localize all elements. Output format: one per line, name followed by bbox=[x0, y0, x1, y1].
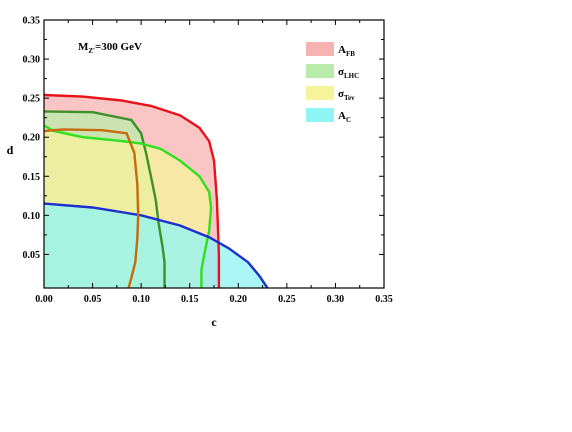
x-axis-label: c bbox=[211, 315, 217, 329]
x-tick-label: 0.20 bbox=[230, 294, 248, 305]
curve-sigma-lhc bbox=[43, 110, 166, 288]
y-tick-label: 0.05 bbox=[23, 250, 41, 261]
x-tick-label: 0.05 bbox=[84, 294, 102, 305]
annotation-rest: =300 GeV bbox=[95, 41, 142, 53]
legend: AFB σLHC σTev AC bbox=[306, 42, 359, 124]
y-tick-label: 0.10 bbox=[23, 211, 41, 222]
curve-a-fb bbox=[43, 93, 221, 288]
legend-swatch-sigma-lhc bbox=[306, 64, 334, 78]
curve-extra-0 bbox=[43, 128, 140, 289]
x-tick-label: 0.25 bbox=[278, 294, 296, 305]
y-axis-label: d bbox=[7, 143, 14, 157]
y-tick-label: 0.35 bbox=[23, 16, 41, 27]
y-tick-label: 0.15 bbox=[23, 172, 41, 183]
legend-label-sigma-tev: σTev bbox=[338, 88, 355, 102]
x-tick-label: 0.10 bbox=[132, 294, 150, 305]
x-tick-label: 0.35 bbox=[375, 294, 393, 305]
x-tick-label: 0.30 bbox=[327, 294, 345, 305]
ticks: 0.00 0.05 0.10 0.15 0.20 0.25 0.30 0.35 0.05 0.10… bbox=[23, 16, 393, 306]
filled-regions bbox=[44, 95, 268, 289]
y-tick-label: 0.30 bbox=[23, 55, 41, 66]
boundary-curves bbox=[43, 93, 269, 289]
curve-sigma-tev bbox=[43, 124, 213, 288]
y-tick-label: 0.25 bbox=[23, 94, 41, 105]
legend-swatch-a-fb bbox=[306, 42, 334, 56]
legend-swatch-a-c bbox=[306, 108, 334, 122]
legend-label-sigma-lhc: σLHC bbox=[338, 66, 359, 80]
legend-swatch-sigma-tev bbox=[306, 86, 334, 100]
legend-label-a-fb: AFB bbox=[338, 44, 355, 58]
annotation-sub: Z' bbox=[88, 47, 95, 55]
x-tick-label: 0.00 bbox=[35, 294, 53, 305]
legend-label-a-c: AC bbox=[338, 110, 351, 124]
curve-a-c bbox=[43, 202, 269, 289]
annotation-main: M bbox=[78, 41, 89, 53]
y-tick-label: 0.20 bbox=[23, 133, 41, 144]
mass-annotation: MZ'=300 GeV bbox=[78, 41, 142, 55]
x-tick-label: 0.15 bbox=[181, 294, 199, 305]
region-a-c bbox=[44, 203, 268, 288]
